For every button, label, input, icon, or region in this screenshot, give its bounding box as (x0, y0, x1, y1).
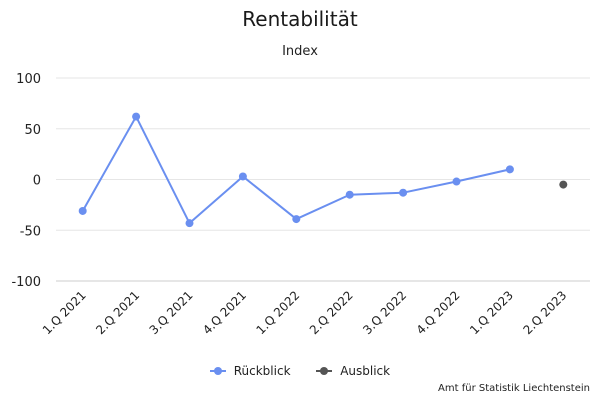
legend: Rückblick Ausblick (0, 363, 600, 378)
data-point[interactable] (345, 190, 354, 199)
series-line (81, 115, 511, 225)
legend-label-rueckblick: Rückblick (233, 363, 291, 378)
series-1 (559, 180, 568, 189)
y-tick-label: 100 (16, 72, 41, 87)
legend-item-ausblick[interactable]: Ausblick (316, 363, 390, 378)
y-tick-label: 50 (24, 123, 41, 138)
x-tick-label: 4.Q 2021 (200, 288, 249, 337)
legend-item-rueckblick[interactable]: Rückblick (209, 363, 291, 378)
x-tick-label: 1.Q 2021 (40, 288, 89, 337)
data-point[interactable] (452, 177, 461, 186)
y-tick-label: -50 (20, 224, 41, 239)
data-point[interactable] (185, 219, 194, 228)
data-point[interactable] (238, 172, 247, 181)
credits[interactable]: Amt für Statistik Liechtenstein (438, 383, 590, 394)
legend-label-ausblick: Ausblick (340, 363, 391, 378)
grid-lines (56, 77, 590, 282)
chart-subtitle: Index (282, 44, 318, 59)
x-tick-label: 2.Q 2023 (520, 288, 569, 337)
series-layer (78, 112, 568, 228)
data-point[interactable] (292, 215, 301, 224)
data-point[interactable] (132, 112, 141, 121)
x-axis-ticks: 1.Q 2021 2.Q 2021 3.Q 2021 4.Q 2021 1.Q 2022… (40, 288, 570, 337)
x-tick-label: 1.Q 2022 (253, 288, 302, 337)
chart-title: Rentabilität (242, 7, 358, 31)
x-tick-label: 2.Q 2022 (307, 288, 356, 337)
y-axis-ticks: -100 -50 0 50 100 (11, 72, 41, 290)
y-tick-label: -100 (11, 275, 41, 290)
data-point[interactable] (559, 180, 568, 189)
y-tick-label: 0 (33, 174, 41, 189)
legend-symbol-ausblick (316, 366, 333, 375)
x-tick-label: 1.Q 2023 (467, 288, 516, 337)
series-0 (78, 112, 514, 228)
legend-symbol-rueckblick (209, 366, 226, 375)
data-point[interactable] (505, 165, 514, 174)
x-tick-label: 3.Q 2021 (147, 288, 196, 337)
x-tick-label: 2.Q 2021 (93, 288, 142, 337)
x-tick-label: 3.Q 2022 (360, 288, 409, 337)
x-tick-label: 4.Q 2022 (414, 288, 463, 337)
data-point[interactable] (399, 188, 408, 197)
data-point[interactable] (78, 206, 87, 215)
